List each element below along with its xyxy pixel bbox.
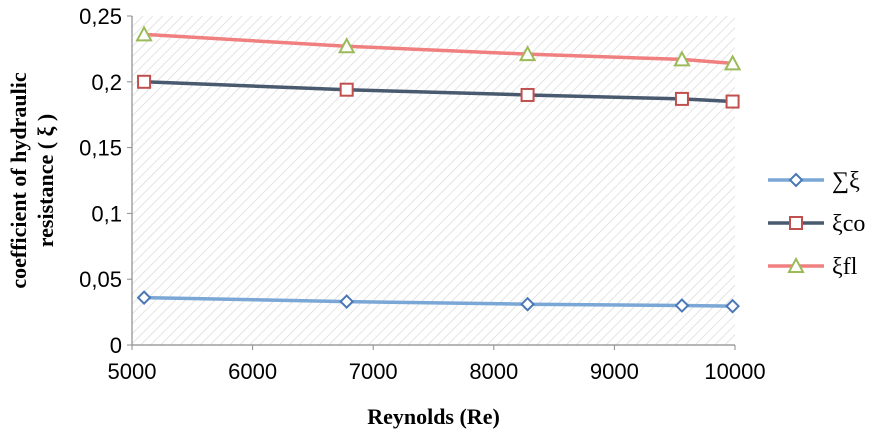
data-point bbox=[339, 82, 354, 97]
data-point bbox=[723, 54, 742, 71]
legend-item-1: ∑ξ bbox=[768, 168, 860, 194]
series-1 bbox=[136, 290, 741, 314]
legend-item-3: ξfl bbox=[768, 254, 858, 280]
y-axis-title: coefficient of hydraulicresistance ( ξ ) bbox=[6, 72, 58, 289]
legend-label: ξco bbox=[832, 211, 865, 237]
data-point bbox=[674, 298, 690, 313]
x-tick-label: 6000 bbox=[228, 359, 277, 384]
data-point bbox=[137, 74, 152, 89]
y-axis-title-line: resistance ( ξ ) bbox=[33, 114, 58, 247]
data-point bbox=[674, 91, 689, 106]
legend-marker bbox=[787, 256, 805, 273]
y-tick-label: 0,05 bbox=[79, 267, 122, 292]
data-point bbox=[337, 37, 356, 54]
data-point bbox=[520, 87, 535, 102]
series-layer bbox=[135, 25, 742, 314]
data-point bbox=[136, 290, 152, 306]
legend-marker bbox=[789, 216, 803, 230]
data-point bbox=[725, 94, 740, 109]
y-tick-label: 0 bbox=[110, 333, 122, 358]
x-tick-label: 7000 bbox=[349, 359, 398, 384]
y-axis-title-line: coefficient of hydraulic bbox=[6, 72, 31, 289]
data-point bbox=[135, 25, 153, 42]
y-tick-label: 0,25 bbox=[79, 4, 122, 29]
series-2 bbox=[137, 74, 740, 109]
y-tick-label: 0,1 bbox=[91, 201, 122, 226]
axes bbox=[127, 15, 736, 350]
data-point bbox=[339, 294, 355, 309]
x-tick-label: 10000 bbox=[704, 359, 765, 384]
y-tick-label: 0,15 bbox=[79, 136, 122, 161]
data-point bbox=[673, 50, 691, 67]
legend-label: ξfl bbox=[832, 254, 858, 280]
x-axis-title: Reynolds (Re) bbox=[367, 404, 500, 429]
labels-layer: 5000 6000 7000 8000 9000 10000 0 0,05 0,1 0,15 0,2… bbox=[6, 4, 766, 429]
x-tick-label: 9000 bbox=[590, 359, 639, 384]
series-3 bbox=[135, 25, 742, 71]
legend-label: ∑ξ bbox=[832, 168, 860, 194]
data-point bbox=[520, 296, 535, 312]
legend: ∑ξ ξco ξfl bbox=[768, 168, 865, 280]
legend-item-2: ξco bbox=[768, 211, 865, 237]
x-tick-label: 8000 bbox=[469, 359, 518, 384]
data-point bbox=[518, 45, 537, 62]
x-tick-label: 5000 bbox=[108, 359, 157, 384]
legend-marker bbox=[788, 172, 804, 188]
plot-area bbox=[132, 16, 735, 345]
data-point bbox=[725, 298, 741, 314]
y-tick-label: 0,2 bbox=[91, 70, 122, 95]
